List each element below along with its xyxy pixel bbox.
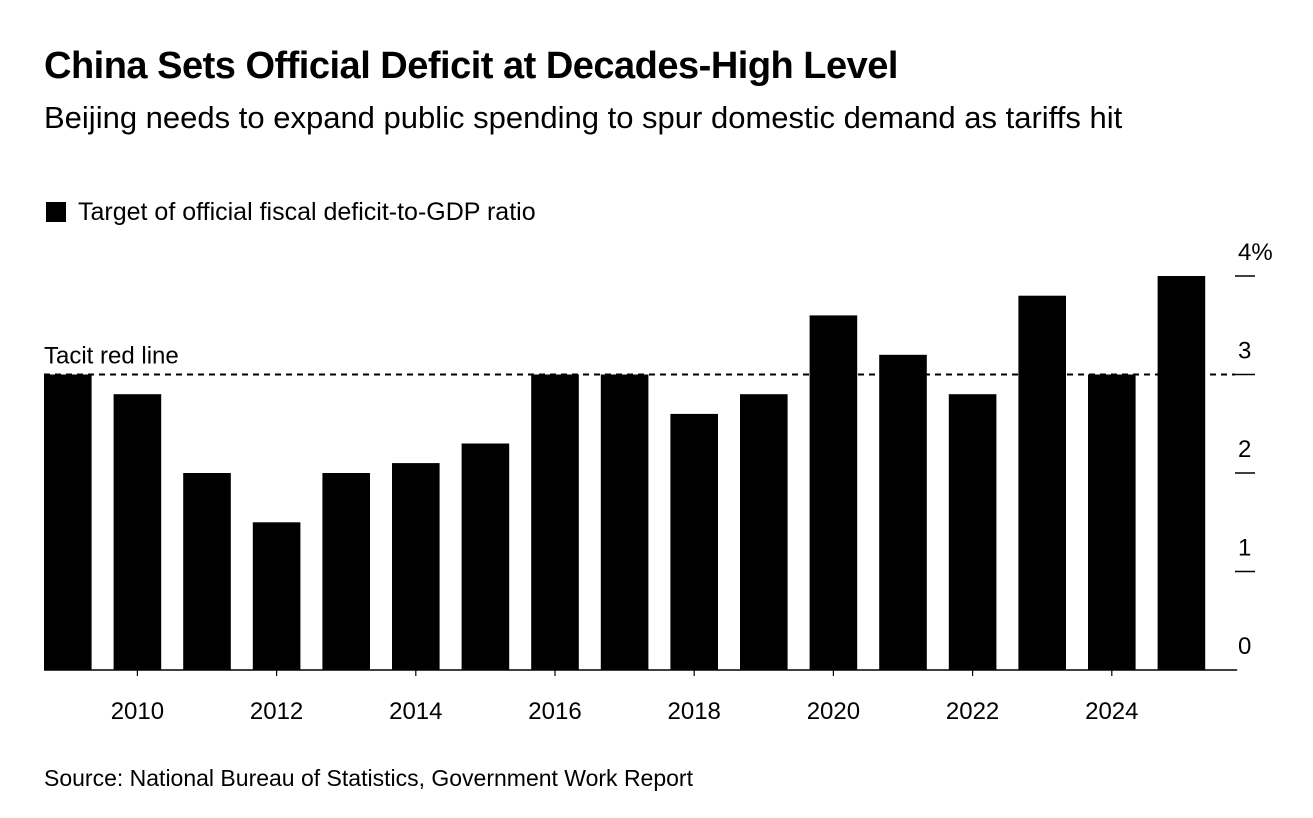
bar-2012	[252, 522, 301, 671]
y-tick-label: 3	[1238, 338, 1251, 365]
bar-2022	[948, 394, 997, 670]
bar-2014	[392, 463, 440, 670]
y-tick-label: 1	[1238, 535, 1251, 562]
chart-legend: Target of official fiscal deficit-to-GDP…	[46, 197, 536, 227]
x-tick-label: 2022	[946, 698, 999, 725]
bar-2024	[1088, 374, 1136, 670]
bar-2011	[183, 473, 231, 670]
source-note: Source: National Bureau of Statistics, G…	[44, 765, 693, 791]
x-tick-label: 2020	[807, 698, 860, 725]
bar-2025	[1157, 276, 1206, 670]
x-tick-label: 2016	[528, 698, 581, 725]
x-tick-label: 2014	[389, 698, 442, 725]
bar-2020	[809, 315, 858, 670]
reference-line-label: Tacit red line	[44, 343, 179, 370]
y-tick-label: 0	[1238, 633, 1251, 660]
bar-2016	[531, 374, 579, 670]
bar-2018	[670, 413, 718, 670]
x-tick-label: 2010	[111, 698, 164, 725]
bar-2013	[322, 473, 370, 670]
bar-2010	[113, 394, 162, 670]
chart-subtitle: Beijing needs to expand public spending …	[44, 100, 1123, 135]
chart-title: China Sets Official Deficit at Decades-H…	[44, 45, 898, 87]
y-tick-label: 4%	[1238, 239, 1273, 266]
bar-2019	[740, 394, 788, 670]
x-tick-label: 2024	[1085, 698, 1138, 725]
x-tick-label: 2012	[250, 698, 303, 725]
y-tick-label: 2	[1238, 436, 1251, 463]
bar-2017	[600, 374, 649, 670]
legend-label: Target of official fiscal deficit-to-GDP…	[78, 197, 536, 226]
bar-2015	[461, 443, 510, 670]
bar-2023	[1018, 295, 1066, 670]
legend-swatch	[46, 202, 66, 222]
bar-2021	[879, 354, 927, 670]
x-tick-label: 2018	[668, 698, 721, 725]
bar-2009	[44, 374, 92, 670]
